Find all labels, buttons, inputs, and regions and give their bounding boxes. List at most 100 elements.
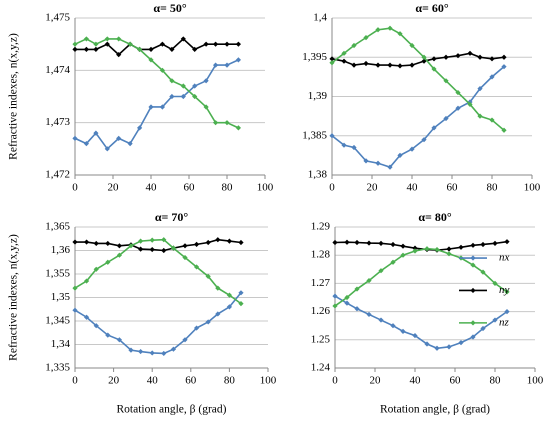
- point: [390, 259, 396, 265]
- point: [72, 41, 78, 47]
- point: [161, 237, 167, 243]
- point: [477, 54, 483, 60]
- x-tick-label: 20: [108, 182, 120, 194]
- point: [363, 158, 369, 164]
- legend-label: ny: [499, 284, 510, 296]
- legend-label: nz: [499, 316, 510, 328]
- x-tick-label: 0: [72, 182, 78, 194]
- x-tick-label: 60: [447, 182, 459, 194]
- point: [159, 104, 165, 110]
- point: [137, 125, 143, 131]
- point: [375, 27, 381, 33]
- x-tick-label: 20: [367, 182, 379, 194]
- x-axis-label: Rotation angle, β (grad): [380, 404, 490, 416]
- point: [148, 57, 154, 63]
- point: [72, 239, 78, 245]
- point: [170, 346, 177, 352]
- point: [93, 266, 99, 272]
- point: [116, 243, 122, 249]
- point: [149, 237, 155, 243]
- point: [446, 251, 452, 257]
- point: [203, 78, 209, 84]
- point: [329, 133, 335, 139]
- point: [455, 89, 461, 96]
- point: [412, 332, 418, 339]
- point: [203, 41, 209, 47]
- point: [351, 144, 357, 151]
- x-tick-label: 100: [260, 375, 277, 387]
- point: [434, 345, 440, 351]
- point: [213, 62, 219, 68]
- x-tick-label: 80: [222, 182, 234, 194]
- point: [504, 289, 510, 295]
- point: [149, 350, 155, 356]
- point: [400, 243, 406, 249]
- point: [458, 340, 464, 346]
- y-tick-label: 1,36: [51, 244, 71, 256]
- point: [470, 262, 476, 268]
- y-tick-label: 1,34: [51, 338, 71, 350]
- chart-title: α= 80°: [418, 210, 452, 224]
- point: [193, 241, 200, 247]
- point: [397, 31, 403, 37]
- point: [83, 36, 89, 42]
- point: [366, 311, 372, 318]
- point: [226, 304, 232, 310]
- point: [83, 314, 90, 320]
- chart-title: α= 50°: [153, 1, 187, 15]
- point: [169, 78, 175, 84]
- point: [235, 57, 241, 63]
- x-tick-label: 100: [527, 375, 544, 387]
- point: [341, 142, 347, 148]
- point: [397, 152, 403, 158]
- point: [363, 35, 369, 41]
- point: [193, 325, 200, 331]
- y-tick-label: 1,472: [45, 169, 70, 181]
- series-line: [331, 52, 505, 67]
- y-tick-label: 1,35: [51, 291, 71, 303]
- point: [226, 238, 232, 244]
- point: [193, 264, 200, 270]
- point: [409, 42, 415, 49]
- x-tick-label: 100: [524, 182, 541, 194]
- point: [215, 311, 221, 317]
- point: [72, 135, 78, 141]
- chart-title: α= 60°: [415, 1, 449, 15]
- point: [344, 239, 350, 245]
- point: [375, 62, 381, 68]
- point: [354, 306, 360, 312]
- series-line: [74, 238, 242, 305]
- point: [83, 278, 90, 284]
- point: [424, 246, 430, 252]
- point: [351, 62, 357, 68]
- point: [467, 50, 473, 56]
- point: [378, 240, 384, 246]
- point: [390, 241, 396, 248]
- point: [397, 63, 403, 69]
- point: [182, 337, 188, 343]
- point: [104, 36, 110, 42]
- point: [105, 332, 111, 338]
- point: [354, 286, 360, 292]
- point: [489, 117, 495, 123]
- point: [421, 137, 427, 143]
- point: [161, 247, 167, 254]
- y-tick-label: 1.29: [311, 221, 331, 233]
- point: [128, 243, 134, 249]
- point: [213, 120, 219, 126]
- y-tick-label: 1.26: [311, 305, 331, 317]
- point: [215, 237, 221, 243]
- point: [477, 86, 483, 92]
- point: [477, 113, 483, 119]
- y-tick-label: 1,385: [302, 129, 327, 141]
- point: [354, 239, 360, 246]
- point: [93, 130, 99, 136]
- y-tick-label: 1,473: [45, 116, 70, 128]
- point: [224, 120, 230, 126]
- point: [489, 74, 495, 80]
- point: [378, 317, 384, 323]
- point: [424, 341, 430, 347]
- point: [161, 350, 167, 357]
- point: [431, 125, 437, 131]
- legend-marker: [470, 320, 476, 326]
